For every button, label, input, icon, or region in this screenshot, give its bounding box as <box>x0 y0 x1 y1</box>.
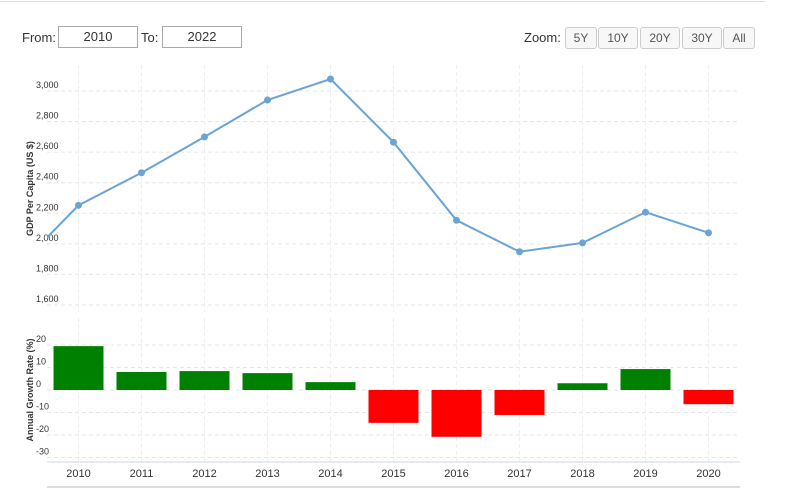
data-point <box>327 75 334 83</box>
data-point <box>579 239 586 247</box>
bar <box>620 369 671 390</box>
x-tick-label: 2010 <box>66 468 90 480</box>
from-label: From: <box>22 30 56 45</box>
line-group <box>12 75 712 273</box>
zoom-button[interactable]: 5Y <box>565 27 597 49</box>
bar <box>683 390 734 405</box>
y-tick-label: 3,000 <box>36 80 59 90</box>
data-point <box>264 96 271 104</box>
x-tick-label: 2017 <box>507 468 531 480</box>
data-point <box>516 248 523 256</box>
y-tick-label: 20 <box>36 334 46 344</box>
data-point <box>201 133 208 141</box>
bar <box>305 382 356 390</box>
bar <box>53 346 104 390</box>
y-tick-label: 2,200 <box>36 202 59 212</box>
y-axis-label: Annual Growth Rate (%) <box>25 338 35 441</box>
data-point <box>75 201 82 209</box>
bar <box>116 372 167 390</box>
y-tick-label: 10 <box>36 357 46 367</box>
x-tick-label: 2016 <box>444 468 468 480</box>
bar <box>242 373 293 390</box>
zoom-button[interactable]: All <box>723 27 755 49</box>
y-tick-label: -10 <box>36 402 49 412</box>
bar <box>179 371 230 390</box>
x-tick-label: 2012 <box>192 468 216 480</box>
zoom-label: Zoom: <box>524 30 561 45</box>
y-tick-label: 1,800 <box>36 263 59 273</box>
data-point <box>642 208 649 216</box>
to-input[interactable]: 2022 <box>162 26 242 48</box>
bar <box>368 390 419 423</box>
controls: From: 2010 To: 2022 Zoom: 5Y 10Y 20Y 30Y All <box>0 0 800 60</box>
bar <box>557 383 608 390</box>
y-tick-label: -20 <box>36 424 49 434</box>
data-point <box>453 216 460 224</box>
bar <box>494 390 545 415</box>
from-input[interactable]: 2010 <box>58 26 138 48</box>
data-point <box>12 266 19 273</box>
x-tick-label: 2014 <box>318 468 342 480</box>
y-tick-label: 1,600 <box>36 294 59 304</box>
x-tick-label: 2018 <box>570 468 594 480</box>
y-tick-label: 2,800 <box>36 111 59 121</box>
zoom-button[interactable]: 30Y <box>682 27 722 49</box>
x-tick-label: 2019 <box>633 468 657 480</box>
x-tick-label: 2020 <box>696 468 720 480</box>
data-point <box>390 138 397 146</box>
data-point <box>138 169 145 177</box>
y-tick-label: 0 <box>36 379 41 389</box>
x-tick-label: 2011 <box>130 468 154 480</box>
y-tick-label: 2,400 <box>36 172 59 182</box>
y-tick-label: 2,600 <box>36 141 59 151</box>
bar <box>431 390 482 437</box>
to-label: To: <box>141 30 159 45</box>
x-tick-label: 2015 <box>381 468 405 480</box>
y-tick-label: -30 <box>36 447 49 457</box>
data-point <box>705 229 712 237</box>
data-line <box>47 77 709 253</box>
zoom-button[interactable]: 10Y <box>598 27 638 49</box>
x-tick-label: 2013 <box>255 468 279 480</box>
zoom-button[interactable]: 20Y <box>640 27 680 49</box>
y-axis-label: GDP Per Capita (US $) <box>25 141 35 236</box>
